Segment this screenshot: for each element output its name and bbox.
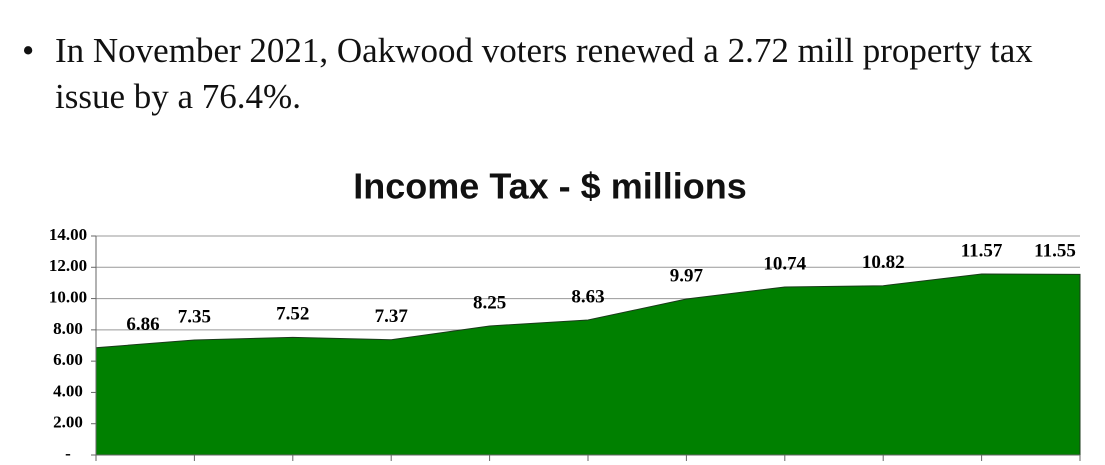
y-tick-label: 2.00 bbox=[53, 413, 83, 432]
value-label: 11.55 bbox=[1034, 241, 1076, 262]
y-tick-label: 6.00 bbox=[53, 350, 83, 369]
bullet-text: In November 2021, Oakwood voters renewed… bbox=[55, 31, 1033, 116]
value-label: 7.37 bbox=[375, 306, 409, 327]
y-tick-label: 14.00 bbox=[49, 225, 87, 244]
value-label: 8.63 bbox=[571, 286, 604, 307]
value-label: 11.57 bbox=[961, 240, 1003, 261]
value-label: 8.25 bbox=[473, 292, 506, 313]
value-label: 7.52 bbox=[276, 304, 309, 325]
bullet-dot: • bbox=[22, 31, 35, 70]
y-tick-label: 4.00 bbox=[53, 381, 83, 400]
value-label: 10.74 bbox=[763, 253, 806, 274]
y-tick-label: 10.00 bbox=[49, 287, 87, 306]
value-label: 6.86 bbox=[126, 314, 159, 335]
y-tick-label: 12.00 bbox=[49, 256, 87, 275]
bullet: • In November 2021, Oakwood voters renewe… bbox=[22, 28, 1097, 120]
value-label: 9.97 bbox=[670, 265, 704, 286]
value-label: 7.35 bbox=[178, 306, 211, 327]
y-tick-label: 8.00 bbox=[53, 319, 83, 338]
chart-title: Income Tax - $ millions bbox=[353, 166, 746, 207]
value-label: 10.82 bbox=[862, 252, 905, 273]
y-tick-label: - bbox=[65, 444, 71, 463]
area bbox=[95, 273, 1081, 456]
